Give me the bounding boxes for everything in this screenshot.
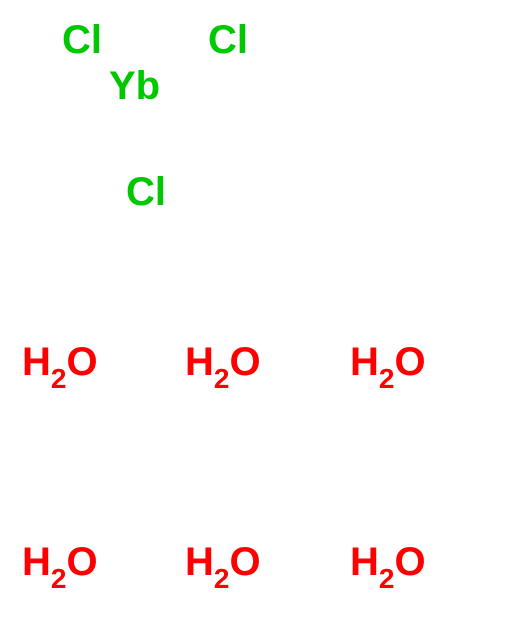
h-text: H bbox=[22, 340, 51, 384]
sub-text: 2 bbox=[51, 363, 67, 394]
molecule-h2o-r2c2: H2O bbox=[185, 540, 261, 591]
atom-text: Cl bbox=[62, 18, 102, 62]
atom-text: Cl bbox=[208, 18, 248, 62]
o-text: O bbox=[229, 340, 260, 384]
h-text: H bbox=[350, 340, 379, 384]
h-text: H bbox=[185, 540, 214, 584]
o-text: O bbox=[229, 540, 260, 584]
sub-text: 2 bbox=[379, 563, 395, 594]
h-text: H bbox=[185, 340, 214, 384]
atom-cl-bottom: Cl bbox=[126, 170, 166, 215]
o-text: O bbox=[394, 340, 425, 384]
atom-cl-top-left: Cl bbox=[62, 18, 102, 63]
sub-text: 2 bbox=[214, 363, 230, 394]
h-text: H bbox=[22, 540, 51, 584]
o-text: O bbox=[394, 540, 425, 584]
o-text: O bbox=[66, 540, 97, 584]
sub-text: 2 bbox=[214, 563, 230, 594]
molecule-h2o-r2c3: H2O bbox=[350, 540, 426, 591]
molecule-h2o-r2c1: H2O bbox=[22, 540, 98, 591]
h-text: H bbox=[350, 540, 379, 584]
o-text: O bbox=[66, 340, 97, 384]
atom-text: Yb bbox=[109, 64, 160, 108]
sub-text: 2 bbox=[379, 363, 395, 394]
molecule-h2o-r1c3: H2O bbox=[350, 340, 426, 391]
atom-text: Cl bbox=[126, 170, 166, 214]
atom-cl-top-right: Cl bbox=[208, 18, 248, 63]
molecule-h2o-r1c1: H2O bbox=[22, 340, 98, 391]
atom-yb: Yb bbox=[109, 64, 160, 109]
sub-text: 2 bbox=[51, 563, 67, 594]
molecule-h2o-r1c2: H2O bbox=[185, 340, 261, 391]
